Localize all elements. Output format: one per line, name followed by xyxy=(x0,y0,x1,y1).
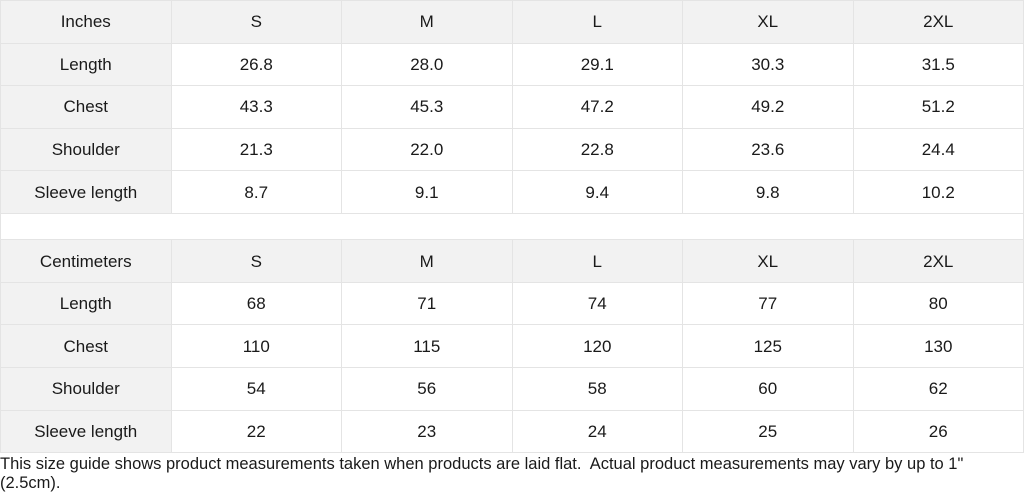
unit-header-cell: Centimeters xyxy=(0,239,172,283)
value-cell: 25 xyxy=(682,409,854,454)
size-header-cell-l: L xyxy=(511,239,683,283)
unit-header-cell: Inches xyxy=(0,0,172,44)
value-cell: 43.3 xyxy=(170,85,342,129)
value-cell: 54 xyxy=(170,367,342,411)
value-cell: 23 xyxy=(341,409,513,454)
value-cell: 120 xyxy=(511,324,683,369)
value-cell: 9.1 xyxy=(341,170,513,214)
value-cell: 80 xyxy=(852,281,1024,326)
table-row-length: Length 68 71 74 77 80 xyxy=(0,281,1024,326)
value-cell: 49.2 xyxy=(682,85,854,129)
value-cell: 58 xyxy=(511,367,683,411)
measurement-label-cell: Length xyxy=(0,281,172,326)
size-header-cell-xl: XL xyxy=(682,0,854,44)
value-cell: 47.2 xyxy=(511,85,683,129)
measurement-label-cell: Sleeve length xyxy=(0,409,172,454)
value-cell: 74 xyxy=(511,281,683,326)
value-cell: 51.2 xyxy=(852,85,1024,129)
value-cell: 22 xyxy=(170,409,342,454)
value-cell: 71 xyxy=(341,281,513,326)
value-cell: 62 xyxy=(852,367,1024,411)
table-row-chest: Chest 43.3 45.3 47.2 49.2 51.2 xyxy=(0,85,1024,129)
measurement-label-cell: Chest xyxy=(0,324,172,369)
value-cell: 8.7 xyxy=(170,170,342,214)
value-cell: 9.4 xyxy=(511,170,683,214)
measurement-label-cell: Shoulder xyxy=(0,367,172,411)
size-header-cell-2xl: 2XL xyxy=(852,0,1024,44)
size-header-cell-2xl: 2XL xyxy=(852,239,1024,283)
measurement-label-cell: Chest xyxy=(0,85,172,129)
table-row-shoulder: Shoulder 54 56 58 60 62 xyxy=(0,367,1024,411)
value-cell: 45.3 xyxy=(341,85,513,129)
value-cell: 31.5 xyxy=(852,42,1024,87)
measurement-label-cell: Length xyxy=(0,42,172,87)
value-cell: 77 xyxy=(682,281,854,326)
inches-size-table: Inches S M L XL 2XL Length 26.8 28.0 29.… xyxy=(0,0,1024,214)
value-cell: 125 xyxy=(682,324,854,369)
size-header-cell-m: M xyxy=(341,0,513,44)
table-row-sleeve-length: Sleeve length 8.7 9.1 9.4 9.8 10.2 xyxy=(0,170,1024,214)
table-row-length: Length 26.8 28.0 29.1 30.3 31.5 xyxy=(0,42,1024,87)
value-cell: 56 xyxy=(341,367,513,411)
size-header-cell-s: S xyxy=(170,0,342,44)
centimeters-header-row: Centimeters S M L XL 2XL xyxy=(0,239,1024,283)
value-cell: 23.6 xyxy=(682,127,854,172)
value-cell: 130 xyxy=(852,324,1024,369)
value-cell: 21.3 xyxy=(170,127,342,172)
value-cell: 10.2 xyxy=(852,170,1024,214)
inches-header-row: Inches S M L XL 2XL xyxy=(0,0,1024,44)
value-cell: 26.8 xyxy=(170,42,342,87)
value-cell: 22.0 xyxy=(341,127,513,172)
measurement-label-cell: Sleeve length xyxy=(0,170,172,214)
size-header-cell-xl: XL xyxy=(682,239,854,283)
value-cell: 30.3 xyxy=(682,42,854,87)
table-row-shoulder: Shoulder 21.3 22.0 22.8 23.6 24.4 xyxy=(0,127,1024,172)
value-cell: 115 xyxy=(341,324,513,369)
value-cell: 24 xyxy=(511,409,683,454)
value-cell: 110 xyxy=(170,324,342,369)
value-cell: 22.8 xyxy=(511,127,683,172)
size-header-cell-m: M xyxy=(341,239,513,283)
value-cell: 24.4 xyxy=(852,127,1024,172)
table-spacer xyxy=(0,213,1024,240)
size-guide-disclaimer: This size guide shows product measuremen… xyxy=(0,453,1024,495)
size-header-cell-l: L xyxy=(511,0,683,44)
size-header-cell-s: S xyxy=(170,239,342,283)
value-cell: 26 xyxy=(852,409,1024,454)
value-cell: 60 xyxy=(682,367,854,411)
value-cell: 68 xyxy=(170,281,342,326)
centimeters-size-table: Centimeters S M L XL 2XL Length 68 71 74… xyxy=(0,239,1024,454)
table-row-sleeve-length: Sleeve length 22 23 24 25 26 xyxy=(0,409,1024,454)
value-cell: 29.1 xyxy=(511,42,683,87)
measurement-label-cell: Shoulder xyxy=(0,127,172,172)
value-cell: 28.0 xyxy=(341,42,513,87)
table-row-chest: Chest 110 115 120 125 130 xyxy=(0,324,1024,369)
value-cell: 9.8 xyxy=(682,170,854,214)
